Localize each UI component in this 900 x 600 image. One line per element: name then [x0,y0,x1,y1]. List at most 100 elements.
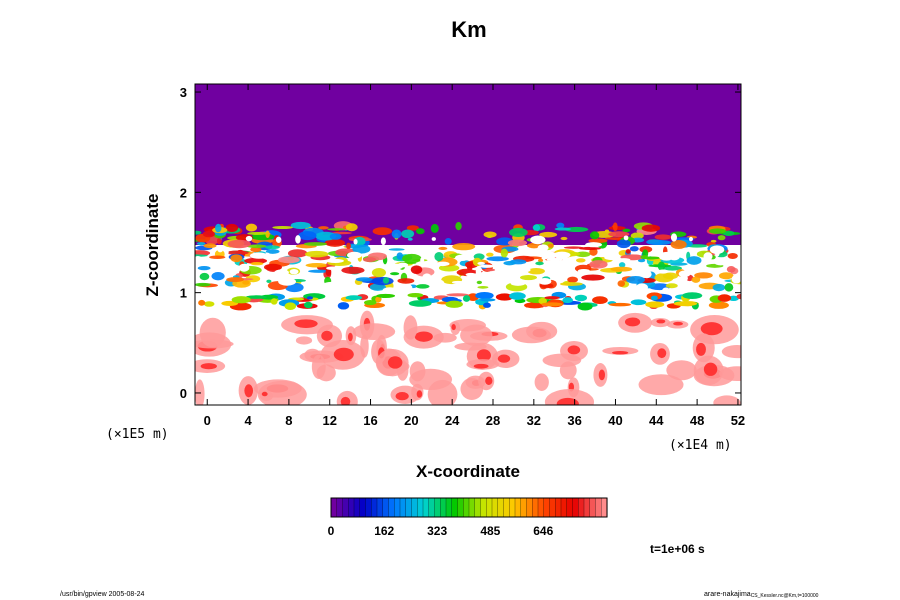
plot-frame [194,83,742,406]
field-gap [245,235,253,242]
field-patch [460,377,484,400]
field-streak [325,268,332,276]
field-streak [547,243,554,248]
field-streak [717,294,732,302]
field-streak [626,276,645,284]
field-streak [654,234,672,240]
field-streak [538,258,544,263]
field-gap [670,233,678,242]
field-streak [533,224,541,232]
field-patch [403,315,418,340]
field-patch-core [333,347,354,362]
field-gap [323,281,339,288]
colorbar-cell [342,497,349,518]
field-gap [668,253,680,261]
y-tick-label: 3 [180,85,187,100]
field-streak [589,231,600,240]
field-streak [503,260,516,266]
field-streak [352,244,371,254]
y-tick-label: 2 [180,185,187,200]
field-streak [709,228,727,234]
x-axis-title: X-coordinate [416,462,520,481]
field-streak [265,230,270,238]
field-streak [396,252,404,260]
field-gap [451,280,464,284]
x-tick-label: 0 [204,413,211,428]
field-streak [539,231,558,238]
colorbar-cell [394,497,401,518]
field-streak [363,257,377,263]
field-streak [509,227,528,237]
field-streak [434,251,444,262]
colorbar-cell [422,497,430,518]
field-patch-core [657,348,667,359]
field-streak [723,230,735,237]
field-streak [244,257,268,264]
field-patch [311,354,326,379]
field-streak [592,296,608,305]
field-streak [430,223,439,233]
colorbar-cell [428,497,436,518]
field-streak [630,232,644,240]
colorbar-cell [371,497,378,518]
field-streak [245,223,258,232]
colorbar-cell [440,497,447,518]
field-gap [431,237,436,241]
colorbar-cell [348,497,355,518]
field-patch-core [200,363,217,370]
field-streak [318,226,329,230]
field-streak [486,234,493,238]
field-gap [642,270,652,279]
field-patch [544,388,595,405]
field-patch-core [556,397,579,405]
field-streak [227,239,251,249]
field-streak [612,222,618,232]
field-streak [640,255,649,260]
field-streak [195,282,211,287]
field-gap [519,267,531,273]
field-patch [460,324,493,347]
x-tick-label: 48 [690,413,704,428]
field-patch [542,353,582,368]
field-gap [465,272,477,277]
field-streak [563,246,584,249]
field-streak [554,227,572,231]
field-gap [278,277,297,286]
field-streak [486,256,509,262]
field-streak [263,263,282,271]
colorbar-cell [583,497,591,518]
field-streak [303,301,313,309]
field-streak [574,294,588,302]
colorbar-cell [595,497,602,518]
field-streak [718,272,734,280]
field-patch-core [703,362,718,376]
field-patch [195,379,205,405]
colorbar-cell [520,497,528,518]
field-gap [238,263,250,272]
field-patch-core [294,319,318,328]
field-gap [353,238,358,245]
colorbar-cell [445,497,453,518]
field-streak [265,249,280,254]
field-layer [195,221,741,405]
field-patch-core [673,321,683,326]
field-streak [376,293,396,298]
field-streak [483,302,491,308]
colorbar-cell [578,497,585,518]
colorbar-ticks: 0 162 323 485 646 [328,524,554,538]
field-streak [475,291,494,300]
field-streak [250,246,262,253]
field-patch-core [624,317,641,327]
field-patch [352,323,396,340]
field-streak [575,258,586,263]
field-streak [388,248,405,251]
colorbar-cell [376,497,384,518]
colorbar-cell [509,497,516,518]
x-tick-label: 44 [649,413,664,428]
x-tick-label: 20 [404,413,418,428]
field-streak [662,265,682,271]
field-streak [341,266,365,274]
field-gap [604,255,620,261]
field-streak [298,231,317,241]
